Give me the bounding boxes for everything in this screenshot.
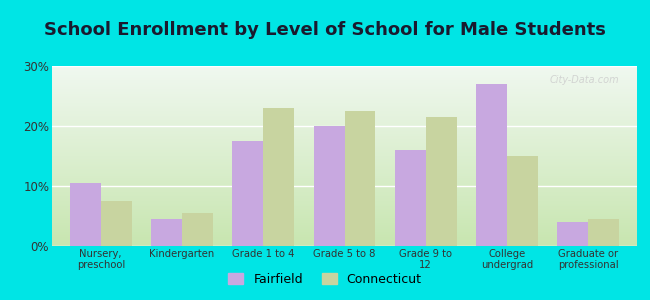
- Bar: [182, 213, 213, 246]
- Bar: [313, 126, 345, 246]
- Bar: [101, 201, 131, 246]
- Bar: [263, 108, 294, 246]
- Bar: [426, 117, 456, 246]
- Bar: [588, 219, 619, 246]
- Bar: [151, 219, 182, 246]
- Bar: [344, 111, 376, 246]
- Bar: [558, 222, 588, 246]
- Bar: [507, 156, 538, 246]
- Bar: [395, 150, 426, 246]
- Text: City-Data.com: City-Data.com: [550, 75, 619, 85]
- Bar: [70, 183, 101, 246]
- Bar: [476, 84, 507, 246]
- Legend: Fairfield, Connecticut: Fairfield, Connecticut: [224, 268, 426, 291]
- Bar: [233, 141, 263, 246]
- Text: School Enrollment by Level of School for Male Students: School Enrollment by Level of School for…: [44, 21, 606, 39]
